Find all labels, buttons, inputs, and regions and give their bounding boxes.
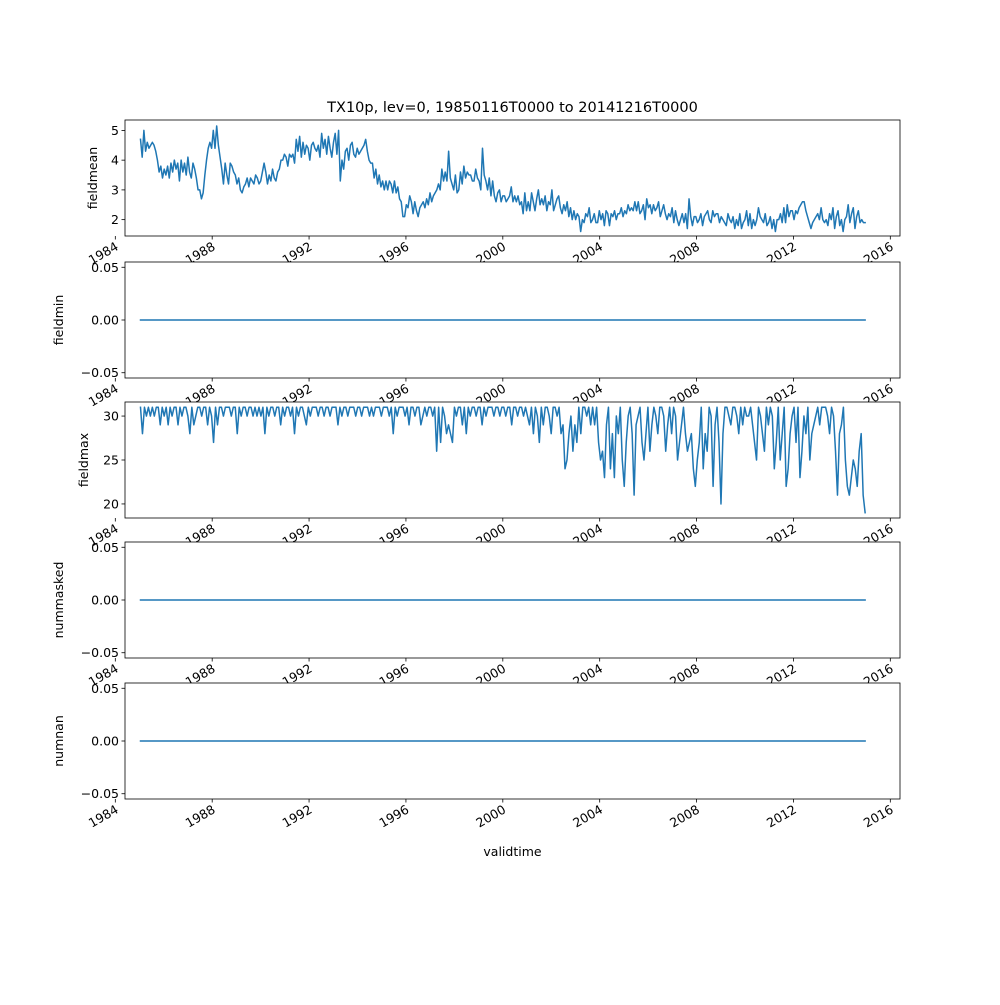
- y-tick-label: 2: [111, 212, 119, 227]
- y-axis-label: fieldmin: [51, 295, 66, 346]
- y-axis-label: fieldmax: [76, 433, 91, 487]
- axes-frame: [124, 119, 901, 237]
- y-tick-label: 0.00: [91, 734, 119, 749]
- y-tick-label: 0.00: [91, 593, 119, 608]
- y-tick-label: 3: [111, 182, 119, 197]
- y-tick-label: 0.00: [91, 313, 119, 328]
- y-axis-label: nummasked: [51, 562, 66, 639]
- y-tick-label: 5: [111, 123, 119, 138]
- x-axis-label: validtime: [483, 844, 541, 859]
- series-line-fieldmax: [139, 406, 866, 514]
- y-tick-label: −0.05: [81, 365, 119, 380]
- y-tick-label: −0.05: [81, 645, 119, 660]
- series-line-fieldmean: [139, 125, 866, 233]
- y-tick-label: 0.05: [91, 681, 119, 696]
- y-tick-label: 20: [103, 496, 119, 511]
- y-tick-label: −0.05: [81, 786, 119, 801]
- y-tick-label: 25: [103, 453, 119, 468]
- y-tick-label: 0.05: [91, 260, 119, 275]
- chart-title: TX10p, lev=0, 19850116T0000 to 20141216T…: [326, 100, 698, 116]
- y-tick-label: 4: [111, 153, 119, 168]
- y-axis-label: numnan: [51, 715, 66, 767]
- y-axis-label: fieldmean: [85, 147, 100, 209]
- y-tick-label: 0.05: [91, 540, 119, 555]
- y-tick-label: 30: [103, 409, 119, 424]
